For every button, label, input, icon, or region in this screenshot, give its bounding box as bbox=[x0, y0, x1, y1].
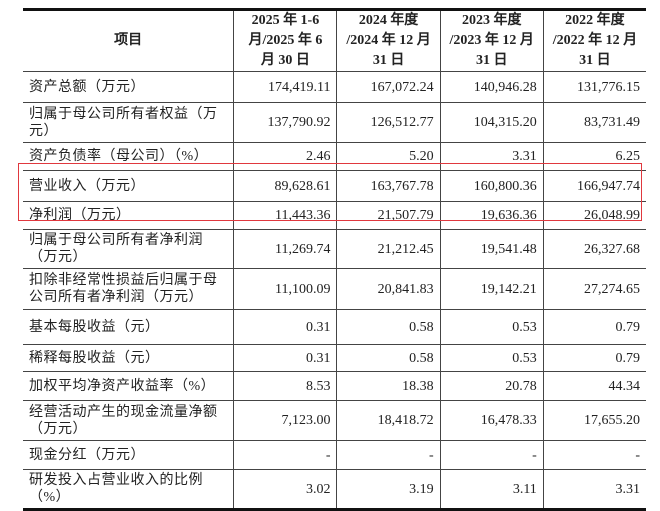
cell-value: 21,507.79 bbox=[336, 201, 441, 230]
column-header: 2025 年 1-6 月/2025 年 6 月 30 日 bbox=[233, 8, 338, 72]
cell-value: 5.20 bbox=[336, 142, 441, 171]
cell-value: 11,269.74 bbox=[233, 229, 338, 269]
cell-value: 3.31 bbox=[439, 142, 544, 171]
cell-value: 2.46 bbox=[233, 142, 338, 171]
table-row: 资产总额（万元） 174,419.11 167,072.24 140,946.28 13… bbox=[23, 71, 646, 103]
cell-value: 16,478.33 bbox=[439, 400, 544, 441]
row-label: 资产总额（万元） bbox=[23, 71, 235, 103]
cell-value: 0.53 bbox=[439, 309, 544, 345]
cell-value: 167,072.24 bbox=[336, 71, 441, 103]
row-label: 基本每股收益（元） bbox=[23, 309, 235, 345]
cell-value: 3.19 bbox=[336, 469, 441, 511]
cell-value: - bbox=[542, 440, 646, 470]
table-row: 研发投入占营业收入的比例（%） 3.02 3.19 3.11 3.31 bbox=[23, 469, 646, 511]
table-row: 资产负债率（母公司）（%） 2.46 5.20 3.31 6.25 bbox=[23, 142, 646, 171]
cell-value: 131,776.15 bbox=[542, 71, 646, 103]
row-label: 营业收入（万元） bbox=[23, 170, 235, 202]
cell-value: 6.25 bbox=[542, 142, 646, 171]
row-label: 现金分红（万元） bbox=[23, 440, 235, 470]
cell-value: 89,628.61 bbox=[233, 170, 338, 202]
cell-value: 0.53 bbox=[439, 344, 544, 372]
cell-value: 11,443.36 bbox=[233, 201, 338, 230]
cell-value: 19,142.21 bbox=[439, 268, 544, 310]
table-row: 经营活动产生的现金流量净额（万元） 7,123.00 18,418.72 16,478… bbox=[23, 400, 646, 441]
cell-value: - bbox=[439, 440, 544, 470]
cell-value: 44.34 bbox=[542, 371, 646, 401]
cell-value: 11,100.09 bbox=[233, 268, 338, 310]
table-row: 基本每股收益（元） 0.31 0.58 0.53 0.79 bbox=[23, 309, 646, 345]
cell-value: 160,800.36 bbox=[439, 170, 544, 202]
row-label: 净利润（万元） bbox=[23, 201, 235, 230]
table-row: 营业收入（万元） 89,628.61 163,767.78 160,800.36 166… bbox=[23, 170, 646, 202]
cell-value: 27,274.65 bbox=[542, 268, 646, 310]
row-label: 扣除非经常性损益后归属于母公司所有者净利润（万元） bbox=[23, 268, 235, 310]
row-label: 研发投入占营业收入的比例（%） bbox=[23, 469, 235, 511]
cell-value: 163,767.78 bbox=[336, 170, 441, 202]
cell-value: 0.58 bbox=[336, 309, 441, 345]
cell-value: 18,418.72 bbox=[336, 400, 441, 441]
row-label: 资产负债率（母公司）（%） bbox=[23, 142, 235, 171]
cell-value: 26,327.68 bbox=[542, 229, 646, 269]
row-label: 经营活动产生的现金流量净额（万元） bbox=[23, 400, 235, 441]
cell-value: 8.53 bbox=[233, 371, 338, 401]
cell-value: 0.79 bbox=[542, 344, 646, 372]
cell-value: 83,731.49 bbox=[542, 102, 646, 143]
financial-table: 项目 2025 年 1-6 月/2025 年 6 月 30 日 2024 年度 /2… bbox=[23, 8, 646, 511]
cell-value: 20.78 bbox=[439, 371, 544, 401]
cell-value: 0.58 bbox=[336, 344, 441, 372]
cell-value: 17,655.20 bbox=[542, 400, 646, 441]
cell-value: 20,841.83 bbox=[336, 268, 441, 310]
table-row: 归属于母公司所有者权益（万元） 137,790.92 126,512.77 104,3… bbox=[23, 102, 646, 143]
cell-value: 104,315.20 bbox=[439, 102, 544, 143]
table-row: 扣除非经常性损益后归属于母公司所有者净利润（万元） 11,100.09 20,841… bbox=[23, 268, 646, 310]
row-label: 稀释每股收益（元） bbox=[23, 344, 235, 372]
cell-value: 137,790.92 bbox=[233, 102, 338, 143]
column-header: 2023 年度 /2023 年 12 月 31 日 bbox=[439, 8, 544, 72]
row-label: 归属于母公司所有者净利润（万元） bbox=[23, 229, 235, 269]
column-header: 2022 年度 /2022 年 12 月 31 日 bbox=[542, 8, 646, 72]
cell-value: - bbox=[336, 440, 441, 470]
table-row: 归属于母公司所有者净利润（万元） 11,269.74 21,212.45 19,541… bbox=[23, 229, 646, 269]
column-header: 项目 bbox=[23, 8, 235, 72]
cell-value: 0.31 bbox=[233, 309, 338, 345]
cell-value: 21,212.45 bbox=[336, 229, 441, 269]
cell-value: 19,541.48 bbox=[439, 229, 544, 269]
cell-value: 174,419.11 bbox=[233, 71, 338, 103]
cell-value: - bbox=[233, 440, 338, 470]
row-label: 加权平均净资产收益率（%） bbox=[23, 371, 235, 401]
header-row: 项目 2025 年 1-6 月/2025 年 6 月 30 日 2024 年度 /2… bbox=[23, 8, 646, 72]
cell-value: 19,636.36 bbox=[439, 201, 544, 230]
cell-value: 0.31 bbox=[233, 344, 338, 372]
table-row: 稀释每股收益（元） 0.31 0.58 0.53 0.79 bbox=[23, 344, 646, 372]
cell-value: 126,512.77 bbox=[336, 102, 441, 143]
cell-value: 0.79 bbox=[542, 309, 646, 345]
table-row: 现金分红（万元） - - - - bbox=[23, 440, 646, 470]
table-row: 净利润（万元） 11,443.36 21,507.79 19,636.36 26,048… bbox=[23, 201, 646, 230]
cell-value: 3.02 bbox=[233, 469, 338, 511]
table-row: 加权平均净资产收益率（%） 8.53 18.38 20.78 44.34 bbox=[23, 371, 646, 401]
column-header: 2024 年度 /2024 年 12 月 31 日 bbox=[336, 8, 441, 72]
cell-value: 166,947.74 bbox=[542, 170, 646, 202]
cell-value: 140,946.28 bbox=[439, 71, 544, 103]
cell-value: 7,123.00 bbox=[233, 400, 338, 441]
cell-value: 26,048.99 bbox=[542, 201, 646, 230]
cell-value: 18.38 bbox=[336, 371, 441, 401]
row-label: 归属于母公司所有者权益（万元） bbox=[23, 102, 235, 143]
cell-value: 3.11 bbox=[439, 469, 544, 511]
cell-value: 3.31 bbox=[542, 469, 646, 511]
